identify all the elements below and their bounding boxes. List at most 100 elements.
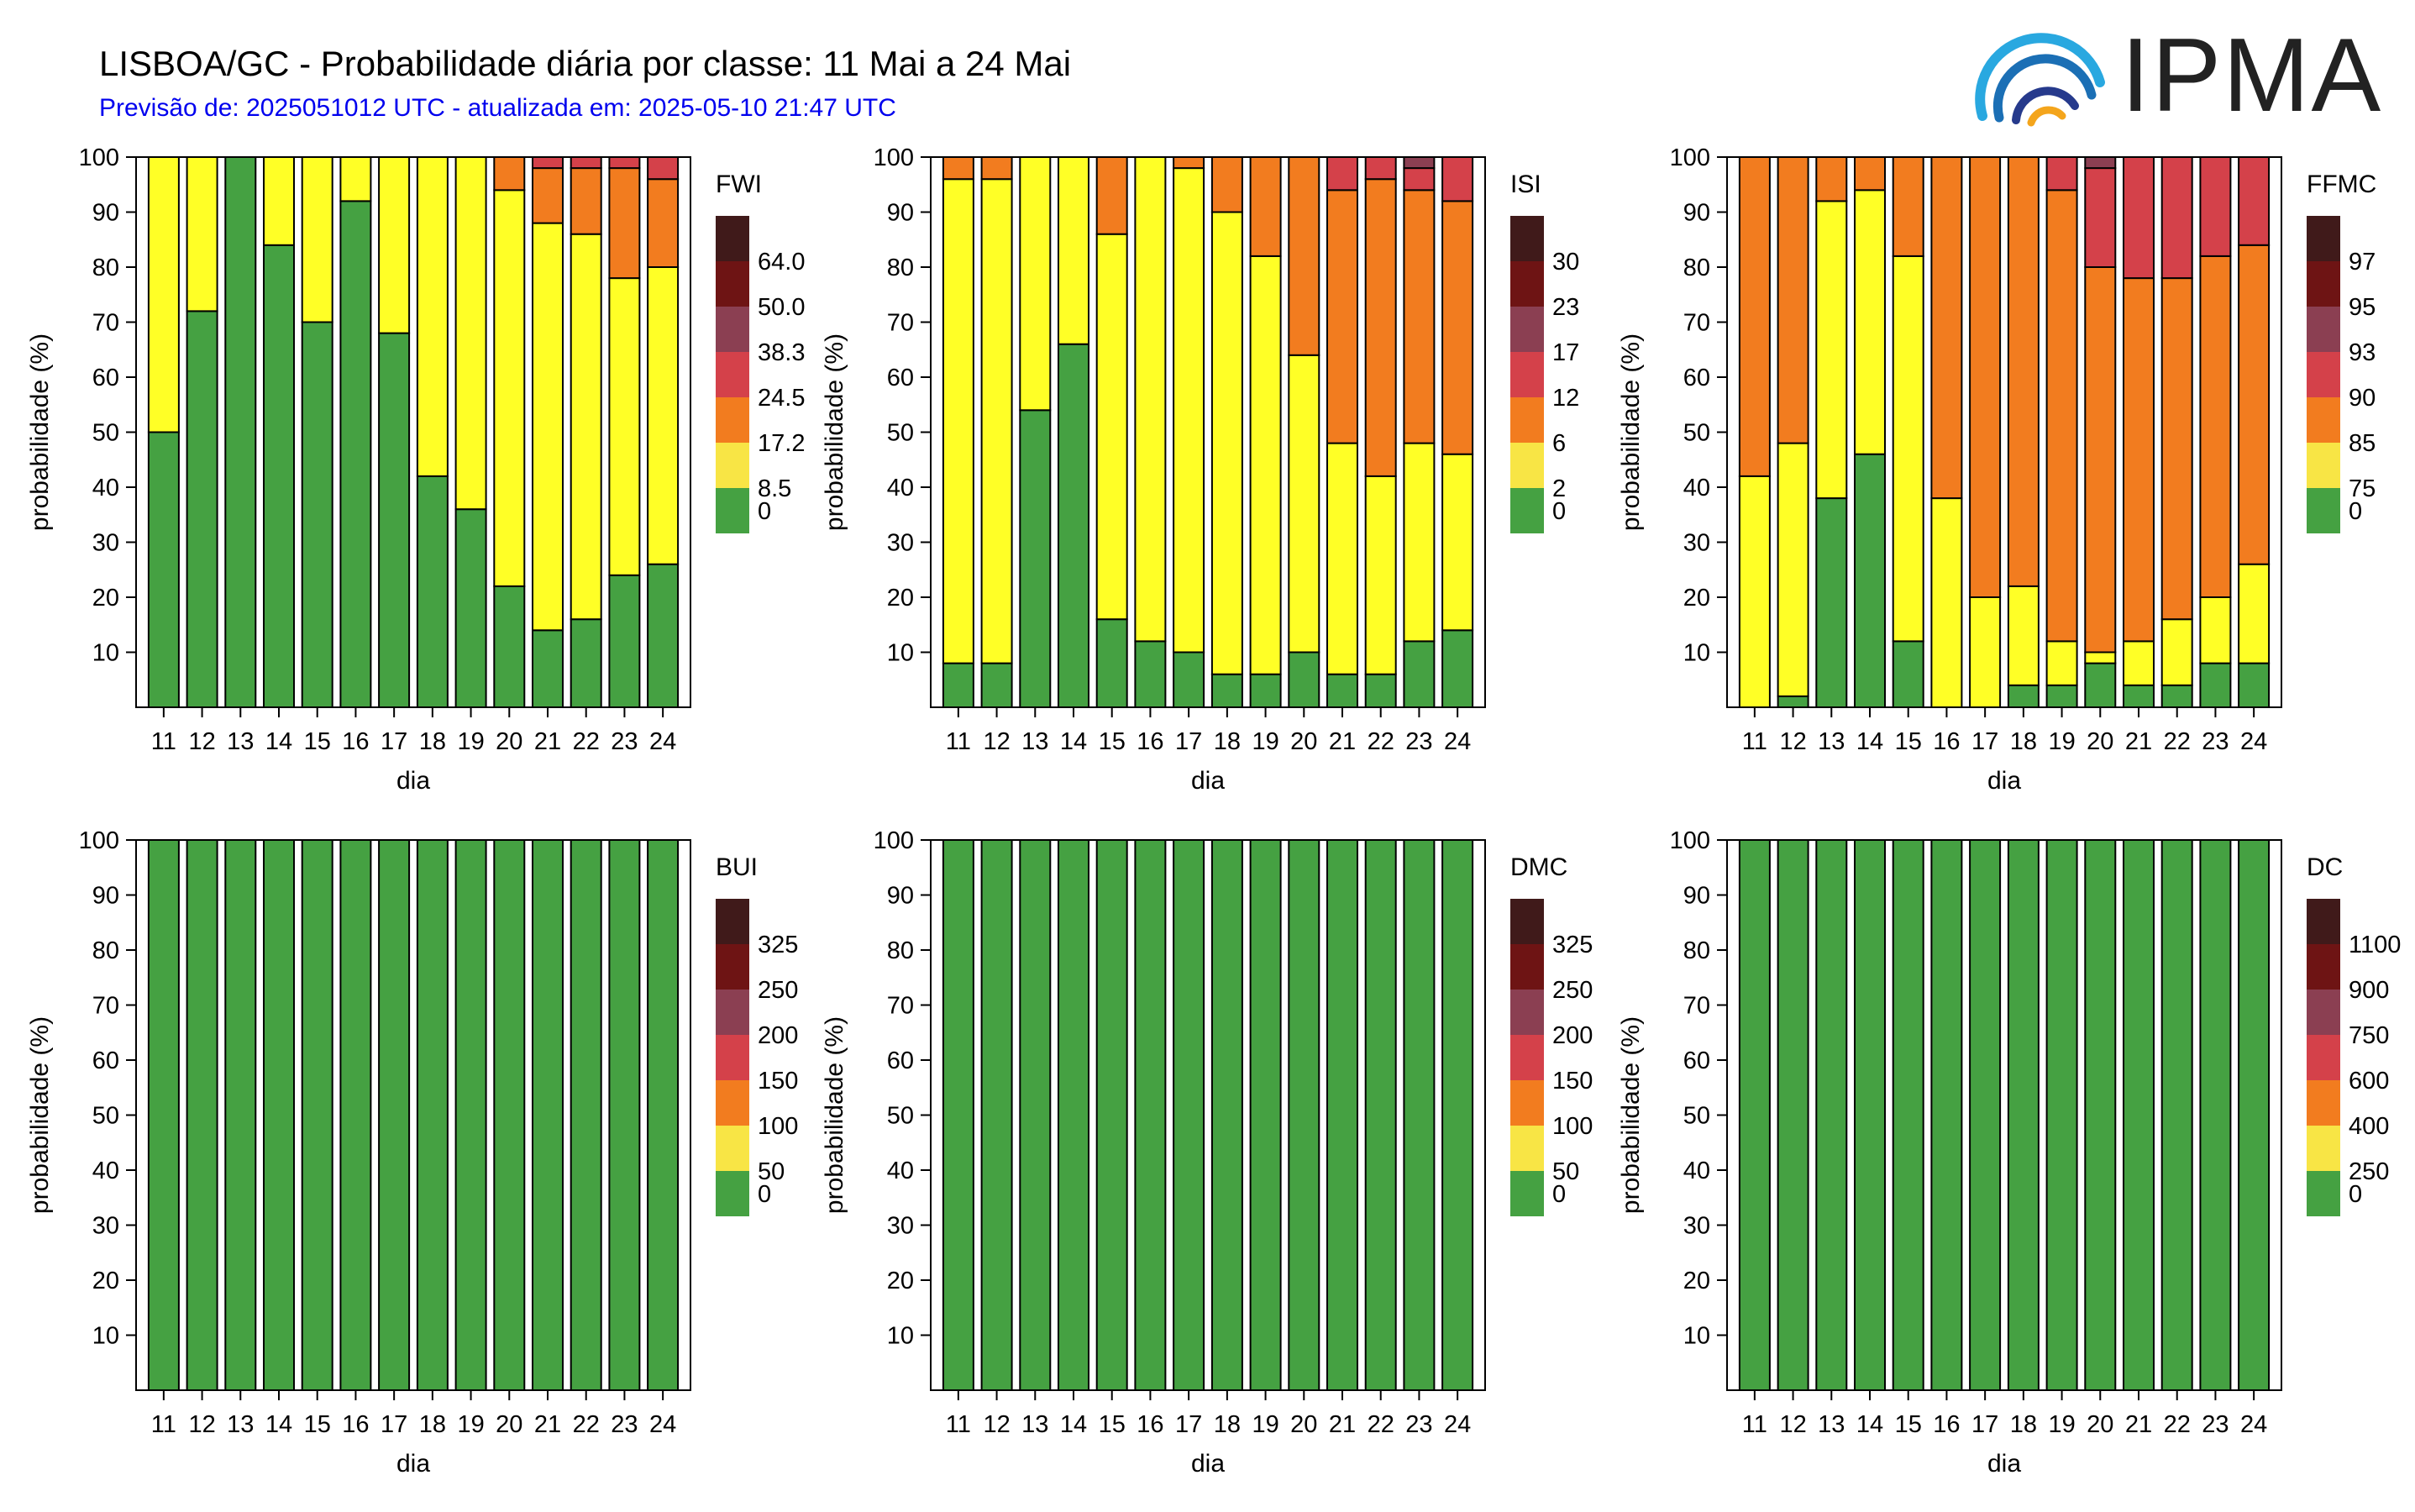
y-tick-label: 70 (92, 310, 119, 337)
legend-swatch (716, 944, 749, 990)
bar-segment (942, 156, 974, 181)
x-tick-label: 19 (1252, 1411, 1278, 1438)
bar-segment (1969, 839, 2002, 1391)
bar-segment (1326, 189, 1358, 444)
bar-segment (2084, 662, 2117, 708)
legend-label: 64.0 (758, 249, 805, 276)
x-tick-label: 14 (1060, 728, 1087, 755)
bar-segment (1892, 255, 1924, 643)
chart-dmc: 10 20 30 40 50 60 70 80 90 100 11 12 13 14 15 16 17 18 19 2… (821, 827, 1593, 1478)
x-tick-label: 15 (1099, 728, 1126, 755)
x-tick-label: 13 (1021, 1411, 1048, 1438)
legend-swatch (716, 261, 749, 307)
legend-title: DMC (1510, 853, 1567, 881)
x-tick-label: 24 (1444, 728, 1471, 755)
legend-swatch (2307, 1080, 2340, 1126)
legend-swatch (2307, 1035, 2340, 1080)
x-tick-label: 22 (1368, 1411, 1394, 1438)
x-tick-label: 17 (1971, 728, 1998, 755)
legend-label: 95 (2349, 294, 2376, 321)
legend-swatch (1510, 1126, 1544, 1171)
legend-swatch (2307, 1171, 2340, 1216)
bar-segment (1095, 233, 1128, 621)
x-tick-label: 21 (2125, 728, 2152, 755)
y-tick-label: 80 (92, 937, 119, 964)
x-tick-label: 15 (1099, 1411, 1126, 1438)
bar-segment (2084, 156, 2117, 170)
bar-segment (2199, 839, 2232, 1391)
plot-frame (135, 839, 691, 1391)
legend-swatch (2307, 443, 2340, 488)
y-axis-label: probabilidade (%) (1617, 333, 1645, 531)
bar-segment (1058, 156, 1089, 345)
legend-swatch (2307, 397, 2340, 443)
legend-label: 0 (758, 498, 771, 525)
bar-segment (608, 156, 641, 170)
bar-segment (1777, 156, 1809, 444)
bar-segment (416, 475, 449, 709)
x-tick-label: 13 (227, 728, 254, 755)
bar-segment (454, 508, 487, 709)
bar-segment (2160, 277, 2193, 621)
bar-segment (1095, 156, 1128, 235)
y-tick-label: 50 (92, 420, 119, 447)
x-tick-label: 13 (1818, 1411, 1845, 1438)
legend-label: 325 (1552, 932, 1593, 958)
legend-swatch (1510, 899, 1544, 944)
bar-segment (942, 839, 974, 1391)
legend-label: 750 (2349, 1022, 2389, 1049)
x-tick-label: 20 (496, 728, 522, 755)
y-tick-label: 90 (887, 200, 914, 227)
x-tick-label: 18 (1214, 1411, 1241, 1438)
x-tick-label: 24 (649, 728, 676, 755)
bar-segment (1326, 673, 1358, 709)
legend-swatch (716, 397, 749, 443)
y-tick-label: 40 (1683, 475, 1710, 501)
y-tick-label: 10 (92, 1323, 119, 1350)
legend-label: 150 (1552, 1068, 1593, 1095)
legend-swatch (2307, 488, 2340, 533)
x-tick-label: 23 (611, 728, 638, 755)
x-tick-label: 21 (2125, 1411, 2152, 1438)
x-tick-label: 23 (2202, 1411, 2229, 1438)
x-tick-label: 21 (1329, 728, 1356, 755)
y-tick-label: 70 (92, 993, 119, 1020)
x-tick-label: 20 (2087, 1411, 2113, 1438)
x-tick-label: 13 (1021, 728, 1048, 755)
legend-swatch (2307, 944, 2340, 990)
bar-segment (570, 839, 602, 1391)
legend-swatch (716, 307, 749, 352)
x-tick-label: 20 (2087, 728, 2113, 755)
bar-segment (2238, 244, 2271, 565)
legend-swatch (2307, 307, 2340, 352)
bar-segment (2199, 596, 2232, 664)
bar-segment (1854, 156, 1886, 192)
bar-segment (570, 167, 602, 235)
x-tick-label: 21 (1329, 1411, 1356, 1438)
legend-label: 325 (758, 932, 798, 958)
bar-segment (2084, 167, 2117, 269)
legend-label: 200 (758, 1022, 798, 1049)
bar-segment (1210, 839, 1243, 1391)
bar-segment (1854, 839, 1886, 1391)
legend-swatch (716, 443, 749, 488)
y-tick-label: 60 (92, 365, 119, 391)
y-tick-label: 30 (92, 1213, 119, 1240)
bar-segment (1288, 651, 1320, 708)
x-tick-label: 11 (946, 1411, 971, 1438)
bar-segment (1134, 156, 1167, 643)
bar-segment (493, 156, 526, 192)
bar-segment (2238, 839, 2271, 1391)
legend-label: 90 (2349, 385, 2376, 412)
y-tick-label: 10 (887, 1323, 914, 1350)
y-tick-label: 20 (92, 585, 119, 612)
bar-segment (1134, 839, 1167, 1391)
legend-label: 85 (2349, 430, 2376, 457)
bar-segment (2123, 277, 2155, 643)
y-tick-label: 100 (79, 827, 119, 854)
bar-segment (1288, 354, 1320, 654)
x-tick-label: 23 (1405, 1411, 1432, 1438)
bar-segment (2238, 156, 2271, 246)
bar-segment (1777, 695, 1809, 709)
x-tick-label: 15 (1895, 728, 1922, 755)
